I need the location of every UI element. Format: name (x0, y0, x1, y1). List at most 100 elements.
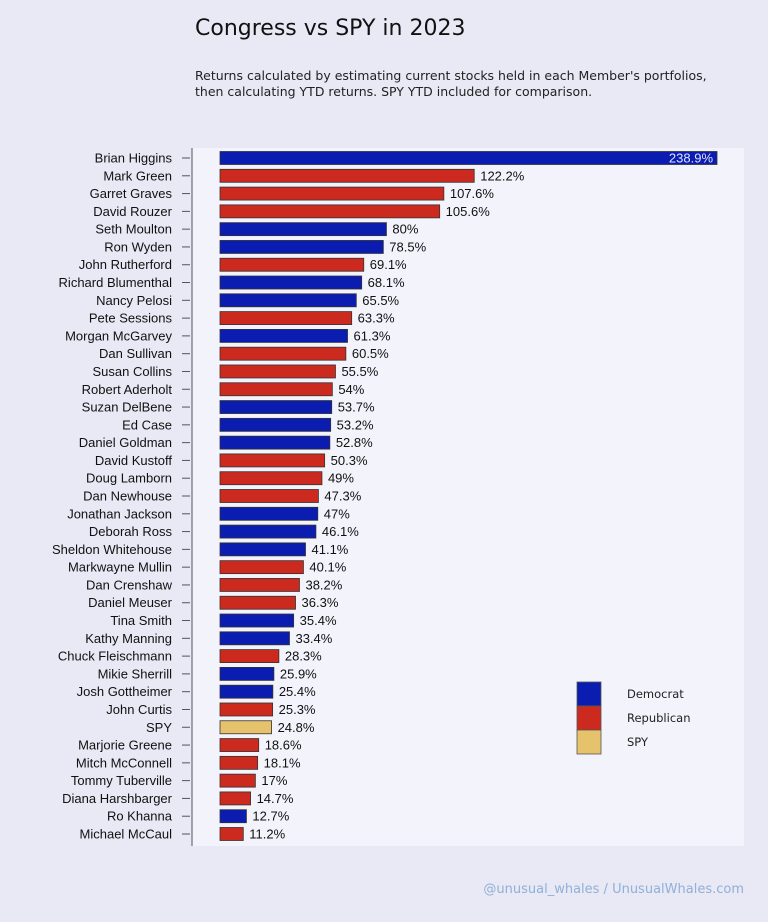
category-label: Doug Lamborn (86, 471, 172, 486)
data-label: 105.6% (446, 204, 491, 219)
category-label: Robert Aderholt (82, 382, 173, 397)
chart-subtitle: Returns calculated by estimating current… (195, 68, 707, 99)
bar (219, 346, 347, 361)
data-label: 36.3% (302, 595, 339, 610)
category-label: Kathy Manning (85, 631, 172, 646)
chart-title: Congress vs SPY in 2023 (195, 16, 466, 41)
category-label: Josh Gottheimer (77, 684, 173, 699)
category-label: Morgan McGarvey (65, 328, 172, 343)
data-label: 18.1% (264, 755, 301, 770)
bar (219, 364, 336, 379)
data-label: 25.9% (280, 666, 317, 681)
data-label: 68.1% (368, 275, 405, 290)
category-label: Daniel Goldman (79, 435, 172, 450)
bar (219, 827, 244, 841)
category-label: Tina Smith (110, 613, 172, 628)
category-label: Nancy Pelosi (96, 293, 172, 308)
legend-label: Democrat (627, 687, 684, 701)
category-label: Ro Khanna (107, 809, 173, 824)
category-label: Garret Graves (90, 186, 173, 201)
category-label: Markwayne Mullin (68, 560, 172, 575)
category-label: Ron Wyden (104, 239, 172, 254)
data-label: 38.2% (305, 577, 342, 592)
data-label: 65.5% (362, 293, 399, 308)
bar (219, 755, 259, 770)
category-label: David Kustoff (95, 453, 172, 468)
bar (219, 578, 300, 592)
bar (219, 257, 365, 272)
data-label: 55.5% (341, 364, 378, 379)
bar (219, 400, 333, 414)
data-label: 53.7% (338, 400, 375, 415)
bar (219, 791, 251, 806)
bar (219, 204, 441, 219)
legend-label: SPY (627, 735, 649, 749)
bar (219, 382, 333, 397)
data-label: 47.3% (324, 489, 361, 504)
category-label: Brian Higgins (95, 151, 173, 166)
bar (219, 809, 247, 824)
data-label: 47% (324, 506, 350, 521)
category-label: Diana Harshbarger (62, 791, 173, 806)
data-label: 60.5% (352, 346, 389, 361)
bar (219, 773, 256, 788)
bar (219, 684, 274, 699)
data-label: 18.6% (265, 738, 302, 753)
legend-swatch (576, 729, 602, 755)
bar (219, 560, 304, 575)
bar (219, 506, 319, 521)
bar (219, 328, 348, 343)
category-label: Dan Newhouse (83, 489, 172, 504)
bar (219, 311, 353, 326)
data-label: 11.2% (249, 827, 285, 842)
bar (219, 649, 280, 664)
data-label: 238.9% (669, 151, 714, 166)
category-label: SPY (146, 720, 172, 735)
bar (219, 275, 363, 290)
data-label: 12.7% (252, 809, 289, 824)
category-label: Michael McCaul (80, 827, 173, 842)
data-label: 24.8% (278, 720, 315, 735)
category-label: John Rutherford (79, 257, 172, 272)
bar (219, 595, 296, 610)
bar (219, 293, 357, 308)
bar (219, 666, 275, 681)
category-label: Chuck Fleischmann (58, 649, 172, 664)
data-label: 25.4% (279, 684, 316, 699)
category-label: Daniel Meuser (88, 595, 172, 610)
data-label: 52.8% (336, 435, 373, 450)
data-label: 46.1% (322, 524, 359, 539)
data-label: 69.1% (370, 257, 407, 272)
category-label: Dan Crenshaw (86, 577, 173, 592)
category-label: Deborah Ross (89, 524, 173, 539)
data-label: 40.1% (309, 560, 346, 575)
bar (219, 168, 475, 183)
bar (219, 417, 332, 432)
category-label: Susan Collins (93, 364, 173, 379)
bar (219, 186, 445, 201)
data-label: 122.2% (480, 168, 525, 183)
category-label: Mark Green (103, 168, 172, 183)
bar (219, 489, 319, 503)
bar (219, 542, 306, 557)
legend-label: Republican (627, 711, 691, 725)
bar (219, 240, 384, 254)
category-label: Jonathan Jackson (67, 506, 172, 521)
data-label: 28.3% (285, 649, 322, 664)
data-label: 50.3% (331, 453, 368, 468)
category-label: Ed Case (122, 417, 172, 432)
data-label: 41.1% (312, 542, 349, 557)
category-label: Mitch McConnell (76, 755, 172, 770)
data-label: 63.3% (358, 311, 395, 326)
category-label: Pete Sessions (89, 311, 173, 326)
category-label: Mikie Sherrill (98, 666, 173, 681)
bar (219, 613, 295, 628)
data-label: 17% (261, 773, 287, 788)
category-label: Marjorie Greene (78, 738, 172, 753)
data-label: 53.2% (337, 417, 374, 432)
category-label: Tommy Tuberville (71, 773, 172, 788)
data-label: 61.3% (354, 328, 391, 343)
data-label: 25.3% (279, 702, 316, 717)
data-label: 78.5% (389, 239, 426, 254)
